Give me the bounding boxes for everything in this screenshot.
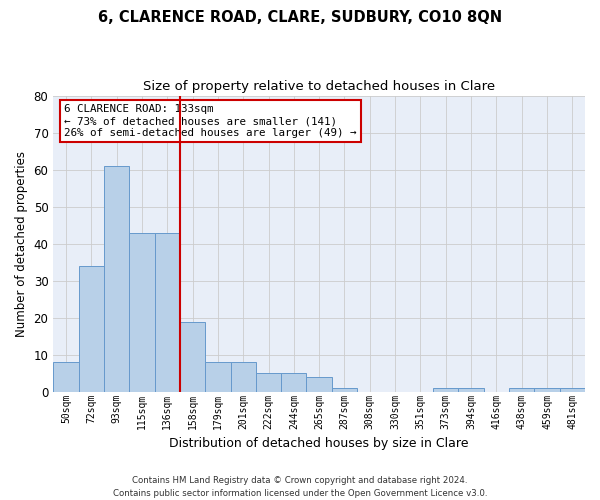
Bar bbox=[230, 362, 256, 392]
Bar bbox=[307, 377, 332, 392]
Bar bbox=[205, 362, 230, 392]
Bar bbox=[155, 232, 180, 392]
Bar bbox=[560, 388, 585, 392]
Bar bbox=[332, 388, 357, 392]
X-axis label: Distribution of detached houses by size in Clare: Distribution of detached houses by size … bbox=[169, 437, 469, 450]
Text: 6, CLARENCE ROAD, CLARE, SUDBURY, CO10 8QN: 6, CLARENCE ROAD, CLARE, SUDBURY, CO10 8… bbox=[98, 10, 502, 25]
Title: Size of property relative to detached houses in Clare: Size of property relative to detached ho… bbox=[143, 80, 495, 93]
Text: Contains HM Land Registry data © Crown copyright and database right 2024.
Contai: Contains HM Land Registry data © Crown c… bbox=[113, 476, 487, 498]
Bar bbox=[180, 322, 205, 392]
Bar bbox=[433, 388, 458, 392]
Bar bbox=[535, 388, 560, 392]
Y-axis label: Number of detached properties: Number of detached properties bbox=[15, 151, 28, 337]
Bar bbox=[53, 362, 79, 392]
Bar bbox=[104, 166, 129, 392]
Bar bbox=[458, 388, 484, 392]
Bar bbox=[129, 232, 155, 392]
Text: 6 CLARENCE ROAD: 133sqm
← 73% of detached houses are smaller (141)
26% of semi-d: 6 CLARENCE ROAD: 133sqm ← 73% of detache… bbox=[64, 104, 356, 138]
Bar bbox=[256, 374, 281, 392]
Bar bbox=[79, 266, 104, 392]
Bar bbox=[281, 374, 307, 392]
Bar bbox=[509, 388, 535, 392]
